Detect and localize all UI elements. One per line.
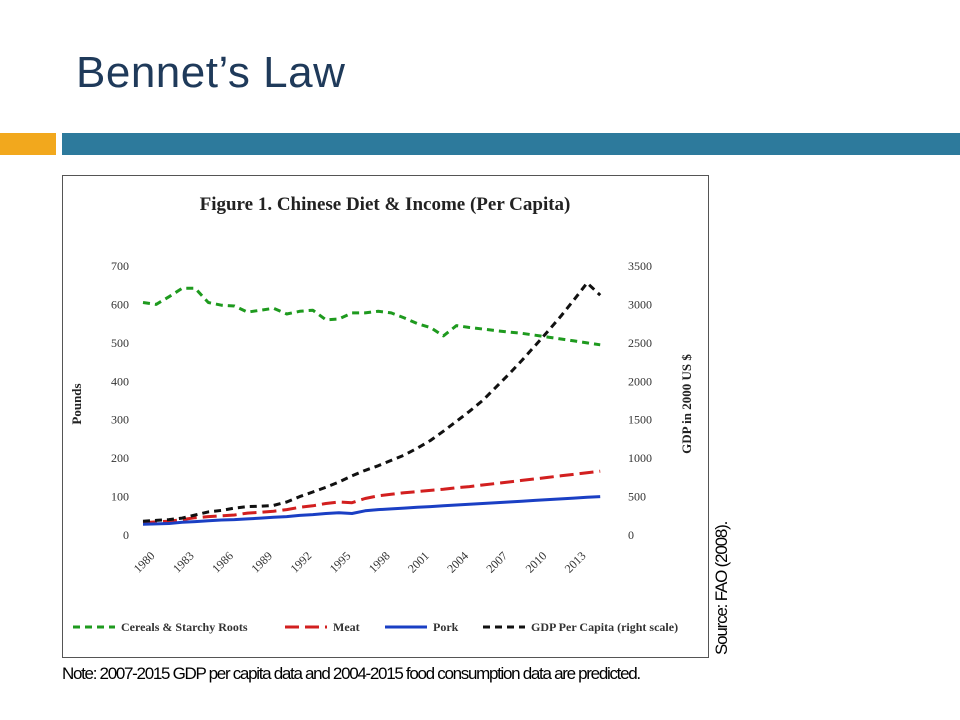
x-tick-label: 1986 xyxy=(209,549,236,576)
x-tick-label: 1998 xyxy=(366,549,393,576)
title-accent-orange-bar xyxy=(0,133,56,155)
y-tick-label: 100 xyxy=(111,490,129,504)
x-tick-label: 2013 xyxy=(562,549,589,576)
x-tick-label: 1980 xyxy=(131,549,158,576)
y2-tick-label: 0 xyxy=(628,528,634,542)
series-line xyxy=(142,469,601,525)
y2-tick-label: 1000 xyxy=(628,451,652,465)
y-tick-label: 300 xyxy=(111,413,129,427)
y2-tick-label: 3500 xyxy=(628,259,652,273)
y2-axis-label: GDP in 2000 US $ xyxy=(679,354,694,454)
x-tick-label: 2010 xyxy=(523,549,550,576)
x-tick-label: 1983 xyxy=(170,549,197,576)
x-tick-label: 1995 xyxy=(327,549,354,576)
y-tick-label: 500 xyxy=(111,336,129,350)
legend-label: Meat xyxy=(333,620,360,634)
x-tick-label: 2001 xyxy=(405,549,432,576)
y-tick-label: 200 xyxy=(111,451,129,465)
series-line xyxy=(142,281,602,523)
y2-tick-label: 1500 xyxy=(628,413,652,427)
source-note: Source: FAO (2008). xyxy=(712,521,731,655)
y2-tick-label: 2500 xyxy=(628,336,652,350)
y-tick-label: 0 xyxy=(123,528,129,542)
x-tick-label: 1989 xyxy=(248,549,275,576)
figure-frame: Figure 1. Chinese Diet & Income (Per Cap… xyxy=(62,175,709,658)
y-axis-label: Pounds xyxy=(69,383,84,424)
series-line xyxy=(142,286,601,347)
y2-tick-label: 3000 xyxy=(628,297,652,311)
legend-label: Cereals & Starchy Roots xyxy=(121,620,248,634)
x-tick-label: 2004 xyxy=(444,549,471,576)
chart-title: Figure 1. Chinese Diet & Income (Per Cap… xyxy=(200,194,571,215)
legend-label: GDP Per Capita (right scale) xyxy=(531,620,678,634)
slide-title: Bennet’s Law xyxy=(76,48,346,97)
x-tick-label: 1992 xyxy=(287,549,314,576)
series-line xyxy=(142,495,601,526)
y-tick-label: 700 xyxy=(111,259,129,273)
x-tick-label: 2007 xyxy=(483,549,510,576)
y-tick-label: 400 xyxy=(111,374,129,388)
y-tick-label: 600 xyxy=(111,297,129,311)
footnote: Note: 2007-2015 GDP per capita data and … xyxy=(62,664,641,683)
legend-label: Pork xyxy=(433,620,459,634)
y2-tick-label: 500 xyxy=(628,490,646,504)
y2-tick-label: 2000 xyxy=(628,374,652,388)
title-accent-blue-bar xyxy=(62,133,960,155)
chart-svg: Figure 1. Chinese Diet & Income (Per Cap… xyxy=(69,194,694,634)
